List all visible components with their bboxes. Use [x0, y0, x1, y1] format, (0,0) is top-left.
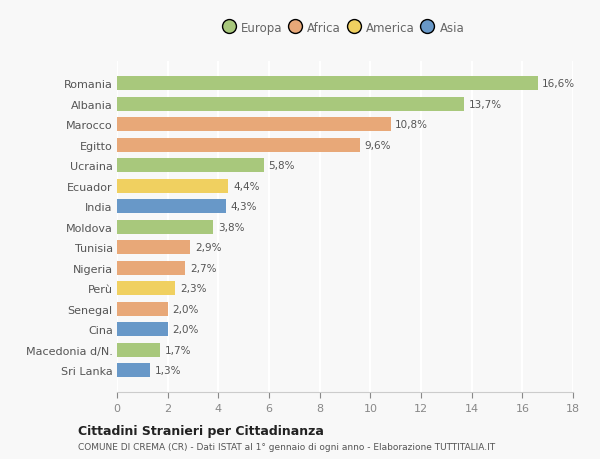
Text: 2,0%: 2,0% — [172, 304, 199, 314]
Text: 10,8%: 10,8% — [395, 120, 428, 130]
Text: 5,8%: 5,8% — [268, 161, 295, 171]
Bar — [117, 118, 391, 132]
Text: 2,0%: 2,0% — [172, 325, 199, 335]
Text: 9,6%: 9,6% — [365, 140, 391, 151]
Text: COMUNE DI CREMA (CR) - Dati ISTAT al 1° gennaio di ogni anno - Elaborazione TUTT: COMUNE DI CREMA (CR) - Dati ISTAT al 1° … — [78, 442, 495, 451]
Bar — [117, 159, 264, 173]
Text: 13,7%: 13,7% — [469, 100, 502, 109]
Legend: Europa, Africa, America, Asia: Europa, Africa, America, Asia — [226, 22, 464, 34]
Text: 16,6%: 16,6% — [542, 79, 575, 89]
Bar — [117, 200, 226, 214]
Bar — [117, 179, 229, 193]
Text: Cittadini Stranieri per Cittadinanza: Cittadini Stranieri per Cittadinanza — [78, 424, 324, 437]
Bar — [117, 364, 150, 377]
Text: 1,7%: 1,7% — [164, 345, 191, 355]
Text: 2,9%: 2,9% — [195, 243, 221, 252]
Bar — [117, 97, 464, 112]
Bar — [117, 220, 213, 234]
Bar — [117, 282, 175, 296]
Text: 2,7%: 2,7% — [190, 263, 217, 273]
Text: 4,4%: 4,4% — [233, 181, 260, 191]
Bar — [117, 138, 360, 152]
Bar — [117, 302, 167, 316]
Bar — [117, 343, 160, 357]
Bar — [117, 77, 538, 91]
Text: 2,3%: 2,3% — [180, 284, 206, 294]
Bar — [117, 323, 167, 336]
Bar — [117, 241, 190, 255]
Text: 4,3%: 4,3% — [230, 202, 257, 212]
Text: 1,3%: 1,3% — [154, 365, 181, 375]
Text: 3,8%: 3,8% — [218, 222, 244, 232]
Bar — [117, 261, 185, 275]
